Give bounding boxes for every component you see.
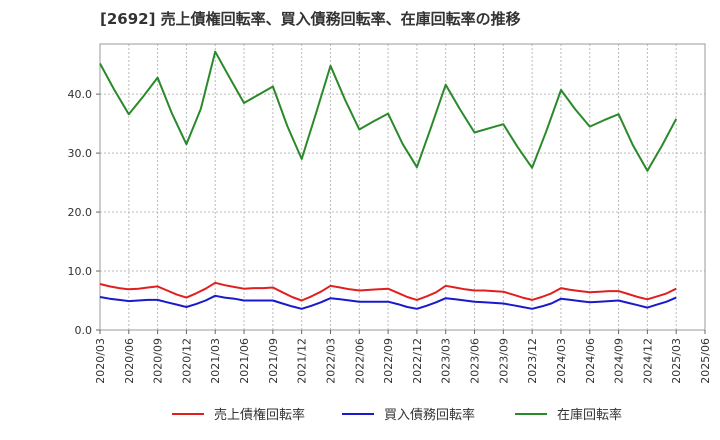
- x-tick-label: 2020/12: [180, 338, 193, 384]
- gridlines: [99, 44, 706, 331]
- x-tick-label: 2022/09: [382, 338, 395, 384]
- series-line-0: [99, 281, 677, 302]
- x-tick-label: 2020/06: [123, 338, 136, 384]
- y-tick-label: 40.0: [68, 88, 93, 101]
- x-tick-label: 2024/06: [584, 338, 597, 384]
- x-tick-label: 2020/09: [152, 338, 165, 384]
- x-tick-label: 2022/03: [324, 338, 337, 384]
- legend-label-0: 売上債権回転率: [214, 407, 305, 423]
- x-tick-label: 2021/06: [238, 338, 251, 384]
- x-tick-label: 2023/12: [526, 338, 539, 384]
- plot-frame: [99, 43, 706, 331]
- x-tick-label: 2025/03: [670, 338, 683, 384]
- x-tick-label: 2020/03: [94, 338, 107, 384]
- series-lines: [99, 50, 678, 310]
- x-tick-label: 2021/03: [209, 338, 222, 384]
- y-tick-label: 0.0: [75, 324, 93, 337]
- x-tick-label: 2023/09: [497, 338, 510, 384]
- x-tick-label: 2021/12: [296, 338, 309, 384]
- x-axis-ticks: 2020/03 2020/06 2020/09 2020/12 2021/03 2021/…: [94, 330, 712, 384]
- x-tick-label: 2022/12: [411, 338, 424, 384]
- x-tick-label: 2024/03: [555, 338, 568, 384]
- x-tick-label: 2021/09: [267, 338, 280, 384]
- y-axis-ticks: 0.0 10.0 20.0 30.0 40.0: [68, 88, 100, 337]
- series-line-1: [99, 294, 677, 310]
- x-tick-label: 2023/03: [440, 338, 453, 384]
- y-tick-label: 20.0: [68, 206, 93, 219]
- x-tick-label: 2024/12: [641, 338, 654, 384]
- series-line-2: [99, 50, 678, 172]
- legend: 売上債権回転率 買入債務回転率 在庫回転率: [172, 407, 622, 423]
- y-tick-label: 30.0: [68, 147, 93, 160]
- legend-label-2: 在庫回転率: [557, 407, 622, 423]
- y-tick-label: 10.0: [68, 265, 93, 278]
- x-tick-label: 2022/06: [353, 338, 366, 384]
- x-tick-label: 2025/06: [699, 338, 712, 384]
- x-tick-label: 2024/09: [613, 338, 626, 384]
- legend-label-1: 買入債務回転率: [384, 407, 475, 423]
- chart-title: [2692] 売上債権回転率、買入債務回転率、在庫回転率の推移: [100, 10, 521, 28]
- x-tick-label: 2023/06: [469, 338, 482, 384]
